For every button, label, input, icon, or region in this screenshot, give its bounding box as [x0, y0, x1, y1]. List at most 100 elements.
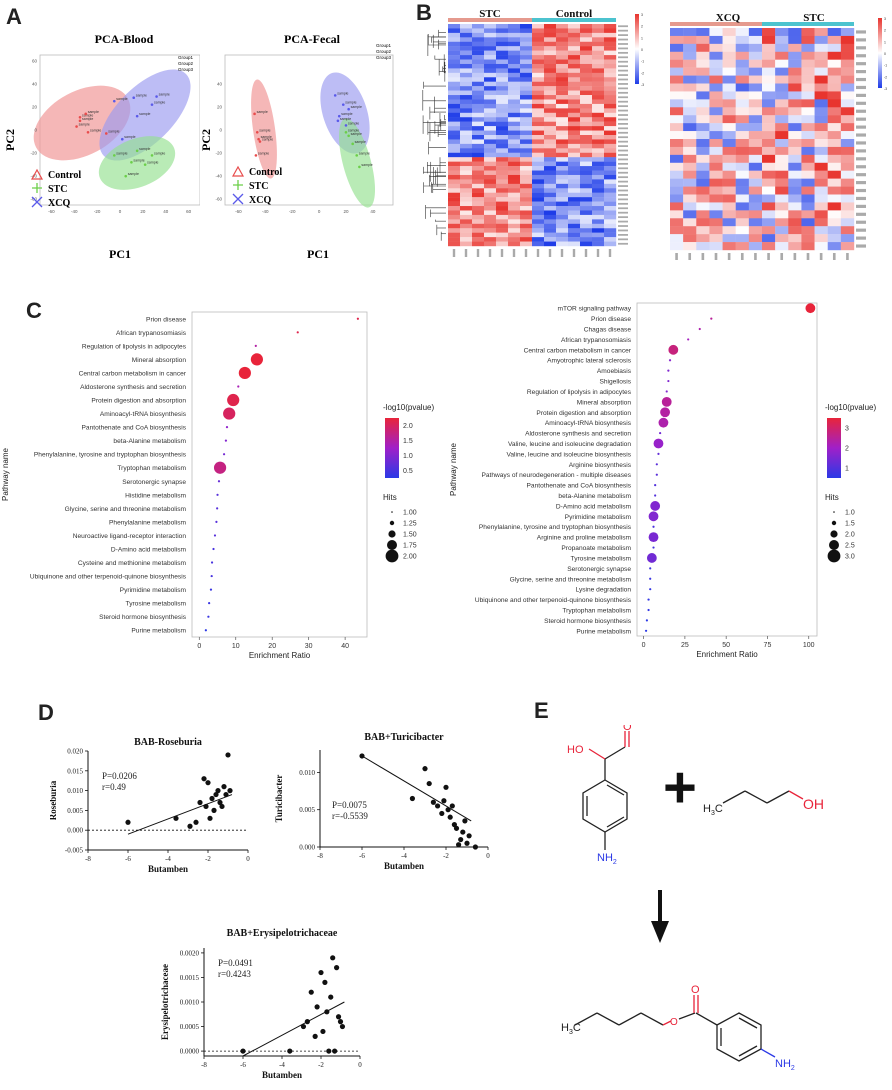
stc-plus-icon	[233, 180, 243, 190]
y-tick-label: -60	[215, 197, 222, 202]
heatmap-cell	[544, 232, 557, 238]
x-tick-label: -4	[165, 855, 171, 863]
heatmap-cell	[556, 241, 569, 247]
heatmap-cell	[520, 148, 533, 153]
heatmap-cell	[827, 202, 842, 211]
heatmap-cell	[801, 226, 815, 235]
heatmap-cell	[448, 192, 461, 198]
heatmap-cell	[520, 41, 533, 47]
heatmap-cell	[814, 28, 828, 37]
heatmap-cell	[814, 170, 828, 179]
heatmap-cell	[532, 121, 545, 127]
correlation-title: BAB+Erysipelotrichaceae	[227, 928, 338, 939]
heatmap-cell	[604, 214, 617, 220]
heatmap-cell	[544, 37, 557, 42]
heatmap-cell	[670, 59, 684, 68]
column-label	[476, 249, 480, 257]
heatmap-cell	[460, 237, 473, 242]
data-point	[287, 1048, 293, 1054]
paba-structure	[582, 731, 630, 850]
heatmap-cell	[448, 46, 461, 51]
row-label	[856, 204, 866, 208]
heatmap-cell	[709, 218, 723, 227]
heatmap-cell	[484, 63, 497, 69]
row-label	[618, 91, 628, 94]
heatmap-cell	[709, 43, 723, 52]
pathway-label: Pantothenate and CoA biosynthesis	[82, 425, 187, 432]
xcq-cross-icon	[232, 193, 244, 205]
heatmap-cell	[604, 77, 617, 82]
heatmap-cell	[788, 226, 802, 235]
heatmap-cell	[472, 148, 485, 153]
heatmap-cell	[604, 135, 617, 140]
heatmap-cell	[520, 24, 533, 29]
heatmap-cell	[709, 146, 723, 156]
heatmap-cell	[709, 115, 723, 124]
heatmap-cell	[544, 214, 557, 220]
pca-point	[135, 114, 139, 118]
heatmap-cell	[532, 24, 545, 29]
heatmap-cell	[775, 59, 789, 68]
row-label	[618, 78, 628, 81]
heatmap-cell	[472, 63, 485, 69]
ester-oxygen-bond	[678, 1012, 696, 1020]
heatmap-cell	[556, 37, 569, 42]
heatmap-cell	[840, 154, 855, 163]
heatmap-cell	[484, 81, 497, 87]
heatmap-cell	[568, 24, 581, 29]
heatmap-cell	[592, 139, 605, 145]
heatmap-cell	[556, 179, 569, 185]
heatmap-cell	[814, 131, 828, 140]
heatmap-cell	[544, 24, 557, 29]
heatmap-cell	[532, 130, 545, 136]
pathway-label: Arginine and proline metabolism	[537, 535, 632, 542]
heatmap-cell	[544, 77, 557, 82]
data-point	[227, 788, 233, 794]
pca-point	[75, 125, 78, 128]
heatmap-cell	[568, 55, 581, 60]
heatmap-cell	[508, 37, 521, 42]
heatmap-cell	[496, 24, 509, 29]
pca-xlabel: PC1	[109, 247, 131, 261]
pathway-dot	[646, 553, 657, 563]
heatmap-cell	[460, 157, 473, 162]
pca-point-label: sample	[262, 138, 273, 142]
pca-point	[150, 154, 154, 157]
pca-point	[135, 149, 139, 153]
heatmap-cell	[788, 59, 802, 68]
color-legend-tick: -2	[884, 75, 887, 79]
heatmap-cell	[556, 223, 569, 229]
pathway-label: Tryptophan metabolism	[562, 607, 631, 614]
heatmap-cell	[748, 123, 763, 132]
heatmap-cell	[520, 77, 533, 82]
heatmap-cell	[604, 157, 617, 162]
heatmap-cell	[568, 237, 581, 242]
heatmap-cell	[460, 174, 473, 180]
heatmap-cell	[580, 237, 593, 242]
heatmap-cell	[508, 197, 521, 202]
heatmap-cell	[544, 121, 557, 127]
heatmap-cell	[520, 232, 533, 238]
heatmap-cell	[544, 59, 557, 65]
heatmap-cell	[520, 197, 533, 202]
pca-point-label: sample	[355, 140, 366, 144]
heatmap-cell	[484, 46, 497, 51]
heatmap-cell	[556, 112, 569, 118]
column-label	[846, 253, 849, 260]
heatmap-cell	[532, 232, 545, 238]
data-point	[221, 784, 227, 790]
heatmap-cell	[556, 188, 569, 193]
heatmap-cell	[448, 214, 461, 220]
pca-point	[124, 174, 128, 178]
pca-point-label: sample	[108, 129, 119, 133]
heatmap-cell	[532, 81, 545, 87]
heatmap-cell	[827, 234, 842, 243]
heatmap-cell	[709, 202, 723, 211]
heatmap-cell	[592, 241, 605, 247]
pca-point-label: sample	[341, 112, 352, 116]
heatmap-cell	[709, 131, 723, 140]
row-label	[856, 149, 866, 153]
heatmap-cell	[827, 43, 842, 52]
heatmap-cell	[762, 59, 776, 68]
heatmap-cell	[840, 59, 855, 68]
